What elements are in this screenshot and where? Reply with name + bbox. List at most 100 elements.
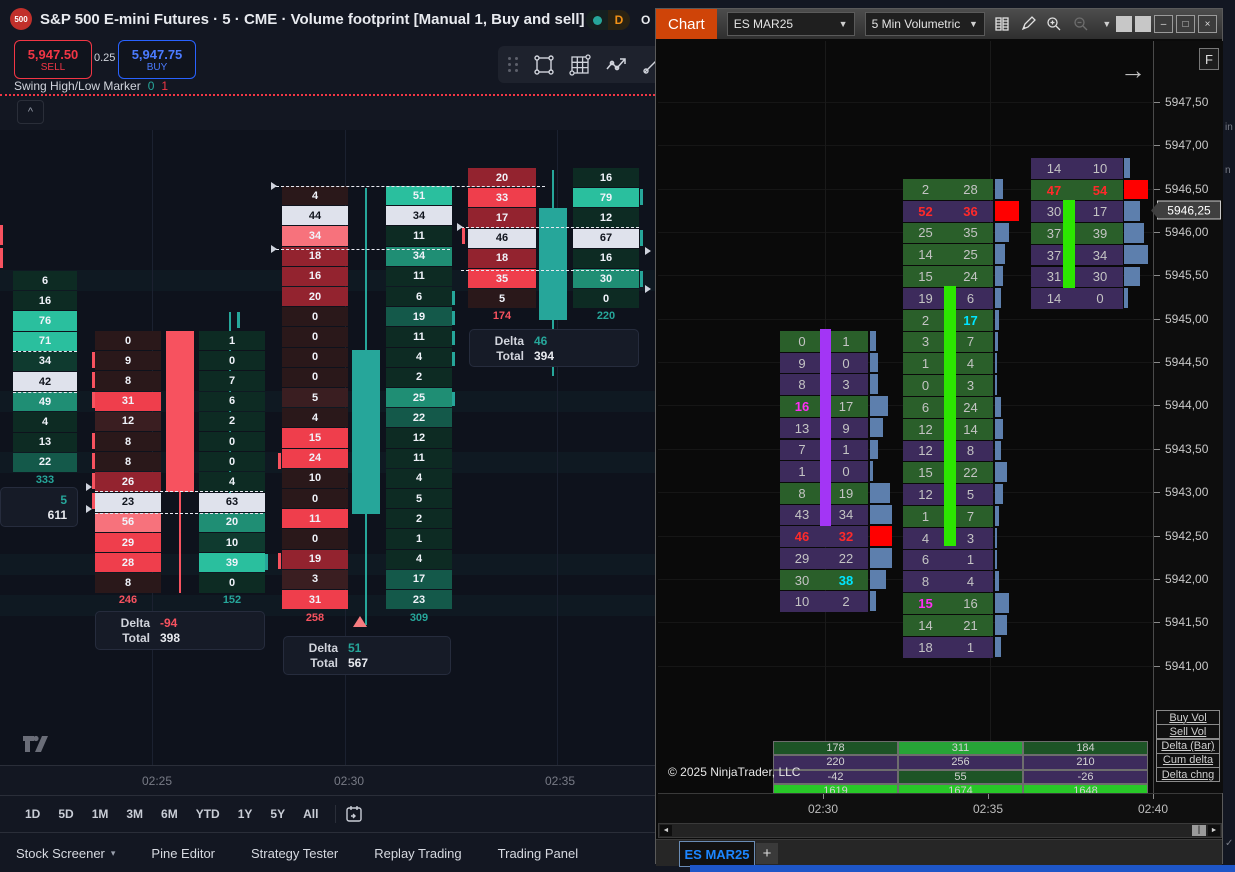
range-button-all[interactable]: All — [303, 807, 319, 821]
delta-line: Total 567 — [294, 656, 440, 670]
indicator-legend[interactable]: Swing High/Low Marker 0 1 — [14, 79, 175, 93]
sell-price: 5,947.50 — [27, 46, 79, 62]
price-tick-line — [1154, 666, 1160, 667]
imbalance-dashed-line — [276, 249, 450, 250]
imbalance-dashed-line — [95, 513, 263, 514]
volumetric-row: 18 1 — [903, 636, 993, 658]
footprint-cell: 30 — [573, 269, 639, 289]
buy-button[interactable]: 5,947.75 BUY — [118, 40, 196, 79]
volume-profile-bar — [995, 593, 1009, 613]
rectangle-select-icon[interactable] — [533, 54, 555, 76]
buy-volume-value: 24 — [963, 399, 978, 415]
bottom-accent-strip — [690, 865, 1235, 872]
buy-volume-value: 22 — [963, 465, 978, 481]
zoom-out-icon[interactable] — [1072, 13, 1090, 35]
footprint-cell: 8 — [95, 371, 161, 391]
footprint-cell: 20 — [468, 168, 536, 188]
footprint-cell: 19 — [282, 549, 348, 569]
sell-volume-value: 37 — [1046, 225, 1062, 241]
range-button-6m[interactable]: 6M — [161, 807, 178, 821]
panel-button-1[interactable] — [1116, 16, 1132, 32]
sell-volume-value: 12 — [918, 487, 933, 503]
nt-plot-area[interactable]: → © 2025 NinjaTrader, LLC 0 1 9 0 8 3 16 17 13 9 7… — [658, 41, 1153, 793]
delta-line: Delta -94 — [106, 616, 254, 630]
zigzag-tool-icon[interactable] — [605, 55, 629, 75]
price-tick-label: 5947,50 — [1165, 95, 1209, 109]
nt-title-bar[interactable]: Chart ES MAR25 ▼ 5 Min Volumetric ▼ ▼ – … — [656, 9, 1222, 39]
footprint-cell: 39 — [199, 553, 265, 573]
maximize-button[interactable]: □ — [1176, 15, 1195, 33]
sell-volume-value: 9 — [798, 355, 806, 371]
toolbar-more-icon[interactable]: ▼ — [1102, 19, 1112, 29]
footprint-cell: 0 — [282, 307, 348, 327]
footprint-cell: 34 — [386, 246, 452, 266]
grid-tool-icon[interactable] — [569, 53, 591, 76]
imbalance-dashed-line — [276, 186, 545, 187]
imbalance-tick — [278, 553, 281, 569]
range-button-1d[interactable]: 1D — [25, 807, 41, 821]
range-button-5y[interactable]: 5Y — [270, 807, 286, 821]
volume-profile-bar — [995, 440, 1001, 461]
period-dropdown[interactable]: 5 Min Volumetric ▼ — [864, 12, 985, 36]
close-button[interactable]: × — [1198, 15, 1217, 33]
scroll-left-icon[interactable]: ◄ — [660, 825, 672, 836]
imbalance-tick — [452, 291, 455, 305]
tradingview-logo[interactable] — [22, 733, 52, 760]
nt-time-axis[interactable]: 02:30 02:35 02:40 — [658, 793, 1222, 824]
go-to-latest-icon[interactable]: → — [1120, 55, 1146, 85]
zoom-in-icon[interactable] — [1045, 13, 1063, 35]
buy-volume-value: 54 — [1092, 182, 1108, 198]
collapse-indicator-button[interactable]: ^ — [17, 100, 44, 124]
volume-profile-bar — [995, 615, 1007, 635]
price-tick-line — [1154, 319, 1160, 320]
sell-volume-value: 13 — [794, 420, 810, 436]
delta-label: Delta — [494, 333, 524, 348]
range-button-ytd[interactable]: YTD — [195, 807, 220, 821]
volume-profile-bar — [995, 375, 997, 395]
footprint-cell: 10 — [199, 533, 265, 553]
divider — [335, 805, 337, 823]
footer-tab-trading-panel[interactable]: Trading Panel — [497, 845, 579, 861]
price-tick-label: 5946,00 — [1165, 225, 1209, 239]
marker-arrow-icon — [86, 483, 92, 491]
tab-es-mar25[interactable]: ES MAR25 — [679, 841, 755, 867]
range-button-1m[interactable]: 1M — [91, 807, 109, 821]
range-button-3m[interactable]: 3M — [126, 807, 144, 821]
tv-symbol-header[interactable]: 500 S&P 500 E-mini Futures · 5 · CME · V… — [10, 8, 585, 30]
panel-button-2[interactable] — [1135, 16, 1151, 32]
delta-line: Delta 51 — [294, 641, 440, 655]
nt-horizontal-scrollbar[interactable]: ◄ ║ ► — [658, 823, 1222, 838]
footprint-cell: 0 — [199, 573, 265, 593]
footer-tab-stock-screener[interactable]: Stock Screener ▾ — [16, 845, 116, 861]
range-button-5d[interactable]: 5D — [58, 807, 74, 821]
volume-profile-bar — [870, 396, 888, 416]
footer-tab-strategy-tester[interactable]: Strategy Tester — [251, 845, 339, 861]
footprint-cell: 34 — [386, 206, 452, 226]
tv-time-axis[interactable]: 02:25 02:30 02:35 — [0, 765, 660, 796]
range-button-1y[interactable]: 1Y — [237, 807, 253, 821]
minimize-button[interactable]: – — [1154, 15, 1173, 33]
sell-button[interactable]: 5,947.50 SELL — [14, 40, 92, 79]
fit-axis-button[interactable]: F — [1199, 48, 1219, 70]
scroll-right-icon[interactable]: ► — [1208, 825, 1220, 836]
interval-pill[interactable]: D — [586, 10, 630, 30]
data-series-icon[interactable] — [993, 13, 1011, 35]
footer-tab-replay-trading[interactable]: Replay Trading — [374, 845, 462, 861]
sell-volume-value: 14 — [1046, 291, 1062, 307]
goto-date-icon[interactable] — [344, 804, 364, 824]
footer-tab-pine-editor[interactable]: Pine Editor — [151, 845, 215, 861]
ohlc-fragment: O — [641, 13, 651, 27]
drag-handle-icon[interactable] — [508, 57, 519, 72]
column-total: 220 — [596, 310, 616, 322]
drawing-tools-icon[interactable] — [1019, 13, 1037, 35]
volume-profile-bar — [995, 636, 1001, 657]
instrument-dropdown[interactable]: ES MAR25 ▼ — [726, 12, 855, 36]
buy-volume-value: 17 — [838, 398, 854, 414]
nt-price-axis[interactable]: F 5947,50 5947,00 5946,50 5946,00 5945,50 594… — [1151, 41, 1223, 793]
scroll-handle[interactable]: ║ — [1192, 825, 1206, 836]
volume-profile-bar — [995, 571, 999, 592]
footprint-cell: 4 — [386, 549, 452, 569]
price-tick-label: 5945,00 — [1165, 312, 1209, 326]
add-tab-button[interactable]: + — [756, 843, 778, 864]
footprint-cell: 51 — [386, 186, 452, 206]
